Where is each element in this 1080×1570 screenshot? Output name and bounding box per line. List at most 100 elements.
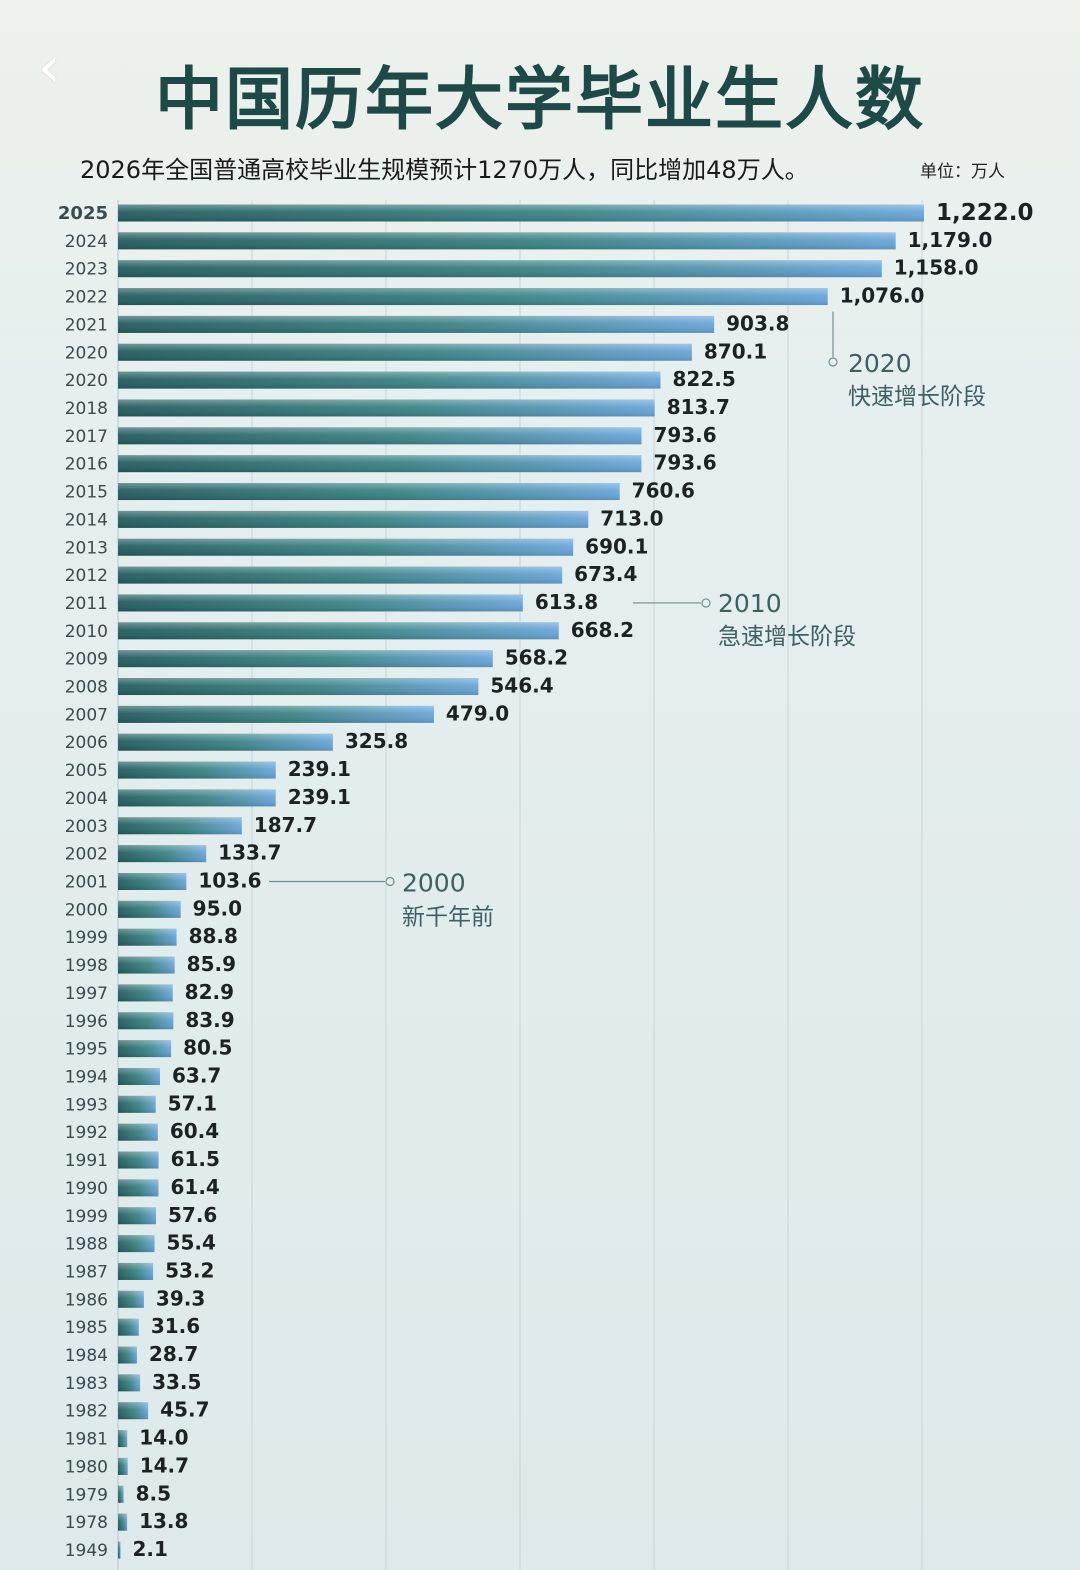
year-label: 2007 xyxy=(65,705,108,725)
year-label: 1981 xyxy=(65,1430,108,1450)
unit-label: 单位：万人 xyxy=(920,162,1005,182)
bar-shine xyxy=(118,928,177,946)
year-label: 2015 xyxy=(65,483,108,503)
year-label: 1987 xyxy=(65,1262,108,1282)
bar-shine xyxy=(118,371,661,389)
year-label: 1999 xyxy=(65,928,108,948)
value-label: 568.2 xyxy=(505,646,568,670)
bar-shine xyxy=(118,1541,121,1559)
bar-shine xyxy=(118,622,559,640)
year-label: 2024 xyxy=(65,232,108,252)
year-label: 1992 xyxy=(65,1123,108,1143)
value-label: 813.7 xyxy=(667,395,730,419)
bar-shine xyxy=(118,455,642,473)
year-label: 2021 xyxy=(65,315,108,335)
value-label: 57.1 xyxy=(168,1091,217,1115)
value-label: 187.7 xyxy=(254,813,317,837)
value-label: 13.8 xyxy=(139,1509,188,1533)
year-label: 2005 xyxy=(65,761,108,781)
year-label: 2018 xyxy=(65,399,108,419)
year-label: 2011 xyxy=(65,594,108,614)
value-label: 1,222.0 xyxy=(936,200,1034,226)
value-label: 31.6 xyxy=(151,1314,200,1338)
bar-shine xyxy=(118,1374,141,1392)
annotation-2000-year: 2000 xyxy=(402,869,466,898)
value-label: 53.2 xyxy=(165,1258,214,1282)
value-label: 103.6 xyxy=(198,869,261,893)
year-label: 2023 xyxy=(65,260,108,280)
annotation-dot xyxy=(385,876,395,887)
labels: 2025 1,222.0 2024 1,179.0 2023 1,158.0 2022 1,0… xyxy=(58,200,1034,1561)
bar-shine xyxy=(118,733,333,751)
chart-subtitle: 2026年全国普通高校毕业生规模预计1270万人，同比增加48万人。 xyxy=(80,156,809,184)
value-label: 14.0 xyxy=(139,1426,188,1450)
year-label: 2008 xyxy=(65,678,108,698)
bar-shine xyxy=(118,1235,155,1253)
bar-shine xyxy=(118,984,173,1002)
year-label: 2025 xyxy=(58,203,108,224)
year-label: 2020 xyxy=(65,343,108,363)
bar-shine xyxy=(118,1012,174,1030)
annotation-2000-text: 新千年前 xyxy=(402,905,494,931)
year-label: 2002 xyxy=(65,845,108,865)
bar-shine xyxy=(118,1067,161,1085)
bar-shine xyxy=(118,1485,124,1503)
bar-shine xyxy=(118,232,896,250)
year-label: 2006 xyxy=(65,733,108,753)
bar-shine xyxy=(118,900,181,918)
year-label: 1980 xyxy=(65,1457,108,1477)
bar-shine xyxy=(118,817,242,835)
year-label: 2016 xyxy=(65,455,108,475)
year-label: 1982 xyxy=(65,1402,108,1422)
value-label: 673.4 xyxy=(574,562,637,586)
grid-lines xyxy=(117,200,923,1570)
value-label: 690.1 xyxy=(585,534,648,558)
year-label: 2004 xyxy=(65,789,108,809)
bar-shine xyxy=(118,1095,156,1113)
value-label: 85.9 xyxy=(187,952,236,976)
value-label: 668.2 xyxy=(571,618,634,642)
bar-shine xyxy=(118,1123,158,1141)
bar-shine xyxy=(118,789,276,807)
year-label: 2014 xyxy=(65,510,108,530)
value-label: 325.8 xyxy=(345,729,408,753)
year-label: 2020 xyxy=(65,371,108,391)
value-label: 80.5 xyxy=(183,1036,232,1060)
value-label: 903.8 xyxy=(726,311,789,335)
bar-shine xyxy=(118,343,692,361)
annotation-2010-text: 急速增长阶段 xyxy=(718,624,856,650)
bar-shine xyxy=(118,260,882,278)
bar-shine xyxy=(118,1346,137,1364)
bar-shine xyxy=(118,1513,128,1531)
value-label: 870.1 xyxy=(704,339,767,363)
year-label: 1986 xyxy=(65,1290,108,1310)
value-label: 546.4 xyxy=(490,674,553,698)
value-label: 1,179.0 xyxy=(908,228,993,252)
year-label: 1984 xyxy=(65,1346,108,1366)
year-label: 2001 xyxy=(65,873,108,893)
back-icon[interactable]: ‹ xyxy=(38,35,61,100)
year-label: 1978 xyxy=(65,1513,108,1533)
bar-shine xyxy=(118,845,207,863)
year-label: 1983 xyxy=(65,1374,108,1394)
bar-shine xyxy=(118,1179,159,1197)
value-label: 239.1 xyxy=(288,785,351,809)
year-label: 1991 xyxy=(65,1151,108,1171)
value-label: 61.4 xyxy=(170,1175,219,1199)
year-label: 1997 xyxy=(65,984,108,1004)
bar-shine xyxy=(118,956,175,974)
year-label: 2022 xyxy=(65,288,108,308)
year-label: 1985 xyxy=(65,1318,108,1338)
bar-shine xyxy=(118,510,589,528)
year-label: 2003 xyxy=(65,817,108,837)
bar-shine xyxy=(118,566,563,584)
value-label: 61.5 xyxy=(171,1147,220,1171)
annotation-dot xyxy=(701,598,711,608)
year-label: 1990 xyxy=(65,1179,108,1199)
bar-shine xyxy=(118,873,187,890)
year-label: 1988 xyxy=(65,1235,108,1255)
value-label: 60.4 xyxy=(170,1119,219,1143)
year-label: 1999 xyxy=(65,1207,108,1227)
year-label: 1996 xyxy=(65,1012,108,1032)
